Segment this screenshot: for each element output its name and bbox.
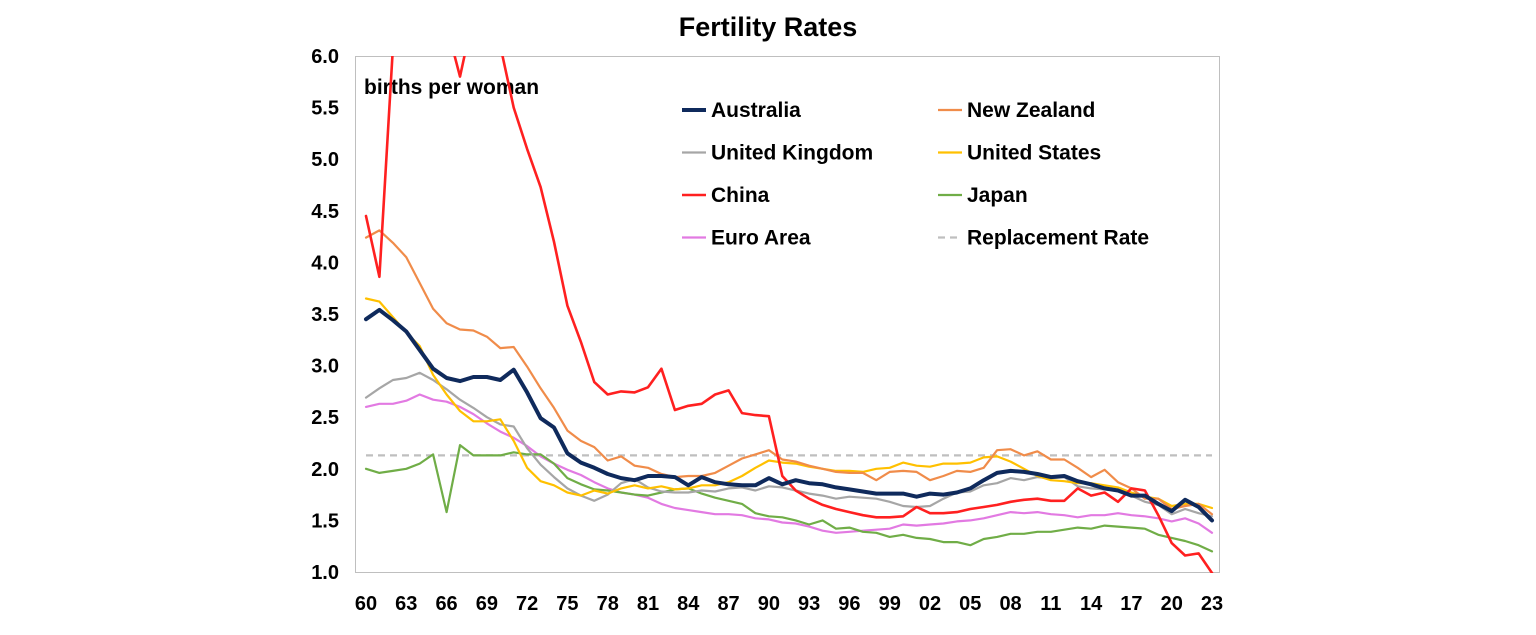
x-axis: 60 63 66 69 72 75 78 81 84 87 90 93 96 99 02 05 08 11 14 17… xyxy=(355,593,1223,615)
y-tick-label: 3.5 xyxy=(311,304,339,326)
x-tick-label: 96 xyxy=(838,593,860,615)
legend-label-united-kingdom: United Kingdom xyxy=(711,142,873,165)
y-tick-label: 1.5 xyxy=(311,510,339,532)
x-tick-label: 02 xyxy=(919,593,941,615)
legend-label-united-states: United States xyxy=(967,142,1101,165)
x-tick-label: 23 xyxy=(1201,593,1223,615)
y-tick-label: 4.0 xyxy=(311,252,339,274)
legend-label-new-zealand: New Zealand xyxy=(967,99,1095,122)
x-tick-label: 66 xyxy=(435,593,457,615)
x-tick-label: 90 xyxy=(758,593,780,615)
series-lines xyxy=(364,56,1214,573)
x-tick-label: 72 xyxy=(516,593,538,615)
legend-label-australia: Australia xyxy=(711,99,801,122)
x-tick-label: 93 xyxy=(798,593,820,615)
series-line-new-zealand xyxy=(364,229,1214,516)
series-line-japan xyxy=(364,444,1214,553)
x-tick-label: 14 xyxy=(1080,593,1103,615)
x-tick-label: 87 xyxy=(717,593,739,615)
x-tick-label: 69 xyxy=(476,593,498,615)
x-tick-label: 17 xyxy=(1120,593,1142,615)
legend-label-euro-area: Euro Area xyxy=(711,227,811,250)
legend-label-japan: Japan xyxy=(967,184,1028,207)
x-tick-label: 11 xyxy=(1040,593,1061,615)
y-axis-unit-label: births per woman xyxy=(364,76,539,99)
series-line-australia xyxy=(364,307,1214,523)
x-tick-label: 05 xyxy=(959,593,981,615)
y-tick-label: 2.5 xyxy=(311,407,339,429)
x-tick-label: 99 xyxy=(879,593,901,615)
legend-label-replacement-rate: Replacement Rate xyxy=(967,227,1149,250)
legend: Australia New Zealand United Kingdom United… xyxy=(682,99,1149,250)
x-tick-label: 75 xyxy=(556,593,578,615)
y-tick-label: 1.0 xyxy=(311,562,339,584)
y-tick-label: 5.0 xyxy=(311,149,339,171)
series-line-euro-area xyxy=(364,393,1214,534)
y-tick-label: 6.0 xyxy=(311,46,339,68)
y-tick-label: 4.5 xyxy=(311,201,339,223)
x-tick-label: 60 xyxy=(355,593,377,615)
x-tick-label: 81 xyxy=(637,593,659,615)
y-axis: 1.0 1.5 2.0 2.5 3.0 3.5 4.0 4.5 5.0 5.5 6.0 xyxy=(311,46,339,584)
y-tick-label: 3.0 xyxy=(311,356,339,378)
legend-label-china: China xyxy=(711,184,770,207)
x-tick-label: 08 xyxy=(999,593,1021,615)
plot-frame xyxy=(355,56,1220,573)
x-tick-label: 63 xyxy=(395,593,417,615)
series-line-united-kingdom xyxy=(364,371,1214,518)
x-tick-label: 20 xyxy=(1161,593,1183,615)
y-tick-label: 5.5 xyxy=(311,98,339,120)
x-tick-label: 84 xyxy=(677,593,700,615)
y-tick-label: 2.0 xyxy=(311,459,339,481)
chart-title: Fertility Rates xyxy=(679,12,858,42)
series-line-united-states xyxy=(364,297,1214,510)
x-tick-label: 78 xyxy=(597,593,619,615)
